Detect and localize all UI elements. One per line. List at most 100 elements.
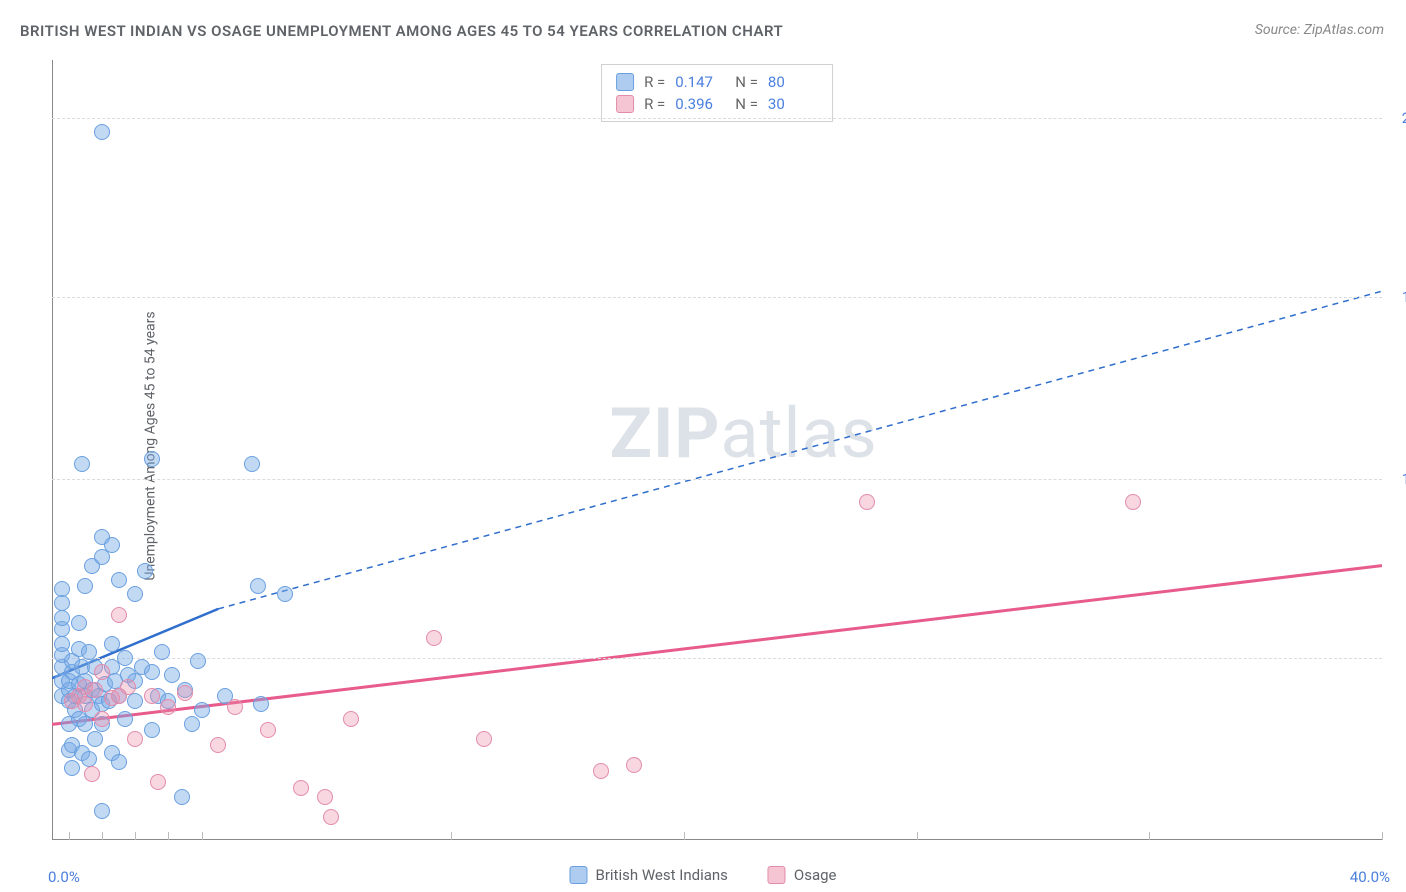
data-point xyxy=(317,789,333,805)
data-point xyxy=(277,586,293,602)
x-tick xyxy=(451,832,452,840)
data-point xyxy=(164,667,180,683)
data-point xyxy=(104,537,120,553)
stats-box: R = 0.147 N = 80 R = 0.396 N = 30 xyxy=(601,64,833,122)
x-tick xyxy=(1149,832,1150,840)
chart-title: BRITISH WEST INDIAN VS OSAGE UNEMPLOYMEN… xyxy=(20,22,783,40)
data-point xyxy=(144,664,160,680)
data-point xyxy=(154,644,170,660)
series-swatch xyxy=(616,95,634,113)
data-point xyxy=(71,615,87,631)
data-point xyxy=(244,456,260,472)
data-point xyxy=(111,607,127,623)
r-label: R = xyxy=(644,95,665,113)
series-swatch xyxy=(616,73,634,91)
y-axis xyxy=(52,60,53,840)
y-tick-label: 12.5% xyxy=(1402,470,1406,488)
data-point xyxy=(174,789,190,805)
data-point xyxy=(127,731,143,747)
trend-line-dashed xyxy=(218,291,1382,609)
data-point xyxy=(194,702,210,718)
data-point xyxy=(426,630,442,646)
data-point xyxy=(74,456,90,472)
legend-item: Osage xyxy=(768,866,837,884)
legend-label: British West Indians xyxy=(595,866,727,884)
r-label: R = xyxy=(644,73,665,91)
plot-area: ZIPatlas R =0.147N =80R =0.396N =30 6.3%… xyxy=(52,60,1382,840)
data-point xyxy=(260,722,276,738)
data-point xyxy=(77,696,93,712)
x-tick xyxy=(69,832,70,840)
data-point xyxy=(476,731,492,747)
data-point xyxy=(87,731,103,747)
data-point xyxy=(111,754,127,770)
data-point xyxy=(144,688,160,704)
legend-swatch xyxy=(569,866,587,884)
data-point xyxy=(120,679,136,695)
x-tick xyxy=(917,832,918,840)
trend-lines xyxy=(52,60,1382,840)
gridline xyxy=(52,297,1382,298)
data-point xyxy=(64,760,80,776)
data-point xyxy=(160,699,176,715)
y-tick-label: 25.0% xyxy=(1402,109,1406,127)
data-point xyxy=(117,711,133,727)
data-point xyxy=(54,610,70,626)
data-point xyxy=(144,722,160,738)
data-point xyxy=(593,763,609,779)
x-tick xyxy=(102,832,103,840)
data-point xyxy=(190,653,206,669)
data-point xyxy=(253,696,269,712)
data-point xyxy=(77,578,93,594)
x-label-min: 0.0% xyxy=(48,868,80,886)
chart-container: BRITISH WEST INDIAN VS OSAGE UNEMPLOYMEN… xyxy=(0,0,1406,892)
x-tick xyxy=(168,832,169,840)
data-point xyxy=(227,699,243,715)
x-axis xyxy=(52,839,1382,840)
source-label: Source: ZipAtlas.com xyxy=(1255,22,1384,38)
stats-row: R = 0.396 N = 30 xyxy=(616,93,818,115)
r-value: 0.147 xyxy=(675,73,725,91)
x-label-max: 40.0% xyxy=(1350,868,1390,886)
x-tick xyxy=(1382,832,1383,840)
data-point xyxy=(54,636,70,652)
x-tick xyxy=(135,832,136,840)
data-point xyxy=(54,595,70,611)
watermark-rest: atlas xyxy=(721,393,878,475)
watermark: ZIPatlas xyxy=(609,393,877,475)
data-point xyxy=(177,685,193,701)
data-point xyxy=(144,451,160,467)
data-point xyxy=(127,586,143,602)
x-tick xyxy=(684,832,685,840)
data-point xyxy=(84,766,100,782)
data-point xyxy=(127,693,143,709)
data-point xyxy=(94,664,110,680)
data-point xyxy=(150,774,166,790)
x-tick xyxy=(202,832,203,840)
data-point xyxy=(94,711,110,727)
data-point xyxy=(94,803,110,819)
data-point xyxy=(1125,494,1141,510)
n-label: N = xyxy=(735,73,758,91)
gridline xyxy=(52,118,1382,119)
data-point xyxy=(54,581,70,597)
gridline xyxy=(52,479,1382,480)
data-point xyxy=(77,716,93,732)
data-point xyxy=(87,682,103,698)
legend-swatch xyxy=(768,866,786,884)
n-label: N = xyxy=(735,95,758,113)
y-tick-label: 18.8% xyxy=(1402,288,1406,306)
legend-label: Osage xyxy=(794,866,837,884)
data-point xyxy=(104,636,120,652)
gridline xyxy=(52,658,1382,659)
data-point xyxy=(111,572,127,588)
r-value: 0.396 xyxy=(675,95,725,113)
data-point xyxy=(94,124,110,140)
data-point xyxy=(184,716,200,732)
legend: British West Indians Osage xyxy=(569,866,836,884)
data-point xyxy=(859,494,875,510)
data-point xyxy=(137,563,153,579)
n-value: 30 xyxy=(768,95,818,113)
legend-item: British West Indians xyxy=(569,866,727,884)
n-value: 80 xyxy=(768,73,818,91)
